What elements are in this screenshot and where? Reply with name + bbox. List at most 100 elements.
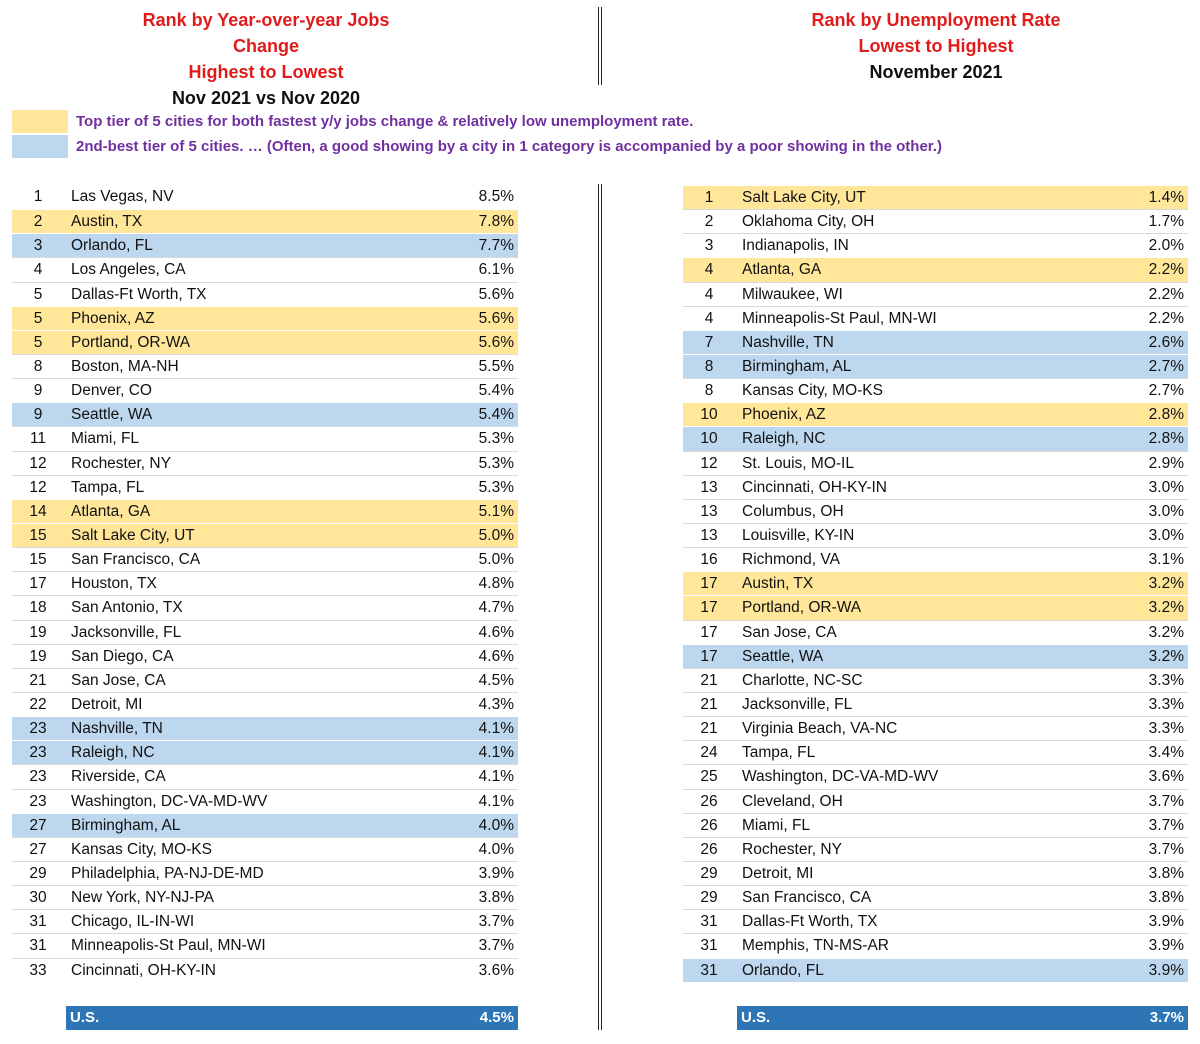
value-cell: 5.1% bbox=[478, 502, 514, 520]
table-row: 9 Seattle, WA 5.4% bbox=[12, 402, 518, 427]
table-row: 23 Washington, DC-VA-MD-WV 4.1% bbox=[12, 788, 518, 813]
table-row: 19 Jacksonville, FL 4.6% bbox=[12, 619, 518, 644]
value-cell: 3.8% bbox=[1148, 889, 1184, 907]
second-tier-legend: 2nd-best tier of 5 cities. … (Often, a g… bbox=[76, 138, 942, 155]
rank-cell: 8 bbox=[704, 382, 714, 400]
value-cell: 5.3% bbox=[478, 430, 514, 448]
value-cell: 3.7% bbox=[1148, 816, 1184, 834]
rank-cell: 29 bbox=[29, 864, 47, 882]
city-cell: Phoenix, AZ bbox=[71, 309, 155, 327]
city-cell: Chicago, IL-IN-WI bbox=[71, 913, 195, 931]
rank-cell: 2 bbox=[33, 213, 43, 231]
value-cell: 4.0% bbox=[478, 840, 514, 858]
rank-cell: 21 bbox=[700, 671, 718, 689]
rank-cell: 3 bbox=[704, 237, 714, 255]
unemployment-table: 1 Salt Lake City, UT 1.4% 2 Oklahoma City, O… bbox=[683, 185, 1188, 982]
city-cell: Milwaukee, WI bbox=[742, 285, 843, 303]
rank-cell: 12 bbox=[29, 478, 47, 496]
value-cell: 4.1% bbox=[478, 768, 514, 786]
value-cell: 3.8% bbox=[478, 889, 514, 907]
value-cell: 5.6% bbox=[478, 309, 514, 327]
city-cell: Phoenix, AZ bbox=[742, 406, 826, 424]
jobs-change-table: 1 Las Vegas, NV 8.5% 2 Austin, TX 7.8% 3 Orland… bbox=[12, 185, 518, 982]
city-cell: Minneapolis-St Paul, MN-WI bbox=[742, 309, 937, 327]
city-cell: Austin, TX bbox=[742, 575, 814, 593]
value-cell: 5.4% bbox=[478, 406, 514, 424]
table-row: 23 Nashville, TN 4.1% bbox=[12, 716, 518, 741]
value-cell: 6.1% bbox=[478, 261, 514, 279]
city-cell: Boston, MA-NH bbox=[71, 357, 179, 375]
table-row: 2 Oklahoma City, OH 1.7% bbox=[683, 209, 1188, 233]
table-row: 17 Portland, OR-WA 3.2% bbox=[683, 595, 1188, 620]
value-cell: 5.3% bbox=[478, 454, 514, 472]
rank-cell: 26 bbox=[700, 840, 718, 858]
city-cell: Houston, TX bbox=[71, 575, 157, 593]
city-cell: Cincinnati, OH-KY-IN bbox=[742, 478, 888, 496]
value-cell: 3.7% bbox=[1148, 792, 1184, 810]
city-cell: Birmingham, AL bbox=[742, 357, 852, 375]
value-cell: 2.6% bbox=[1148, 333, 1184, 351]
city-cell: Miami, FL bbox=[742, 816, 811, 834]
city-cell: San Diego, CA bbox=[71, 647, 174, 665]
city-cell: Memphis, TN-MS-AR bbox=[742, 937, 889, 955]
value-cell: 1.4% bbox=[1148, 189, 1184, 206]
city-cell: Los Angeles, CA bbox=[71, 261, 186, 279]
city-cell: Columbus, OH bbox=[742, 502, 844, 520]
rank-cell: 31 bbox=[29, 937, 47, 955]
value-cell: 3.4% bbox=[1148, 744, 1184, 762]
us-unemployment-value: 3.7% bbox=[1149, 1009, 1184, 1026]
value-cell: 3.3% bbox=[1148, 695, 1184, 713]
rank-cell: 2 bbox=[704, 213, 714, 231]
table-row: 8 Kansas City, MO-KS 2.7% bbox=[683, 378, 1188, 402]
city-cell: Salt Lake City, UT bbox=[742, 189, 866, 206]
top-tier-legend: Top tier of 5 cities for both fastest y/… bbox=[76, 113, 694, 130]
city-cell: Philadelphia, PA-NJ-DE-MD bbox=[71, 864, 264, 882]
value-cell: 2.2% bbox=[1148, 285, 1184, 303]
table-row: 29 San Francisco, CA 3.8% bbox=[683, 885, 1188, 909]
value-cell: 5.5% bbox=[478, 357, 514, 375]
table-row: 21 Charlotte, NC-SC 3.3% bbox=[683, 667, 1188, 692]
city-cell: Rochester, NY bbox=[71, 454, 171, 472]
table-row: 17 Houston, TX 4.8% bbox=[12, 571, 518, 595]
city-cell: Atlanta, GA bbox=[742, 261, 822, 279]
table-row: 13 Columbus, OH 3.0% bbox=[683, 498, 1188, 523]
table-row: 1 Salt Lake City, UT 1.4% bbox=[683, 185, 1188, 210]
value-cell: 2.7% bbox=[1148, 382, 1184, 400]
city-cell: Charlotte, NC-SC bbox=[742, 671, 863, 689]
city-cell: Portland, OR-WA bbox=[71, 333, 191, 351]
rank-cell: 29 bbox=[700, 864, 718, 882]
table-row: 26 Rochester, NY 3.7% bbox=[683, 836, 1188, 861]
value-cell: 3.9% bbox=[478, 864, 514, 882]
rank-cell: 9 bbox=[33, 406, 43, 424]
rank-cell: 22 bbox=[29, 695, 47, 713]
rank-cell: 13 bbox=[700, 478, 718, 496]
city-cell: Seattle, WA bbox=[71, 406, 153, 424]
table-row: 4 Milwaukee, WI 2.2% bbox=[683, 281, 1188, 306]
value-cell: 2.0% bbox=[1148, 237, 1184, 255]
rank-cell: 17 bbox=[700, 575, 718, 593]
us-jobs-change-value: 4.5% bbox=[479, 1009, 514, 1026]
rank-cell: 18 bbox=[29, 599, 47, 617]
rank-cell: 4 bbox=[704, 285, 714, 303]
table-row: 5 Phoenix, AZ 5.6% bbox=[12, 305, 518, 330]
rank-cell: 17 bbox=[700, 599, 718, 617]
second-tier-swatch bbox=[12, 135, 68, 158]
table-row: 24 Tampa, FL 3.4% bbox=[683, 740, 1188, 764]
unemployment-sort-order: Lowest to Highest bbox=[858, 36, 1014, 56]
city-cell: Las Vegas, NV bbox=[71, 188, 174, 205]
city-cell: Salt Lake City, UT bbox=[71, 526, 195, 544]
rank-cell: 4 bbox=[704, 309, 714, 327]
value-cell: 3.0% bbox=[1148, 478, 1184, 496]
rank-cell: 21 bbox=[700, 695, 718, 713]
table-row: 3 Indianapolis, IN 2.0% bbox=[683, 233, 1188, 257]
rank-cell: 23 bbox=[29, 792, 47, 810]
city-cell: Tampa, FL bbox=[742, 744, 816, 762]
rank-cell: 10 bbox=[700, 406, 718, 424]
rank-cell: 23 bbox=[29, 768, 47, 786]
us-unemployment-row: U.S. 3.7% bbox=[737, 1006, 1188, 1030]
value-cell: 7.8% bbox=[478, 213, 514, 231]
table-row: 16 Richmond, VA 3.1% bbox=[683, 547, 1188, 571]
city-cell: Austin, TX bbox=[71, 213, 143, 231]
table-row: 31 Minneapolis-St Paul, MN-WI 3.7% bbox=[12, 933, 518, 957]
value-cell: 5.0% bbox=[478, 551, 514, 569]
